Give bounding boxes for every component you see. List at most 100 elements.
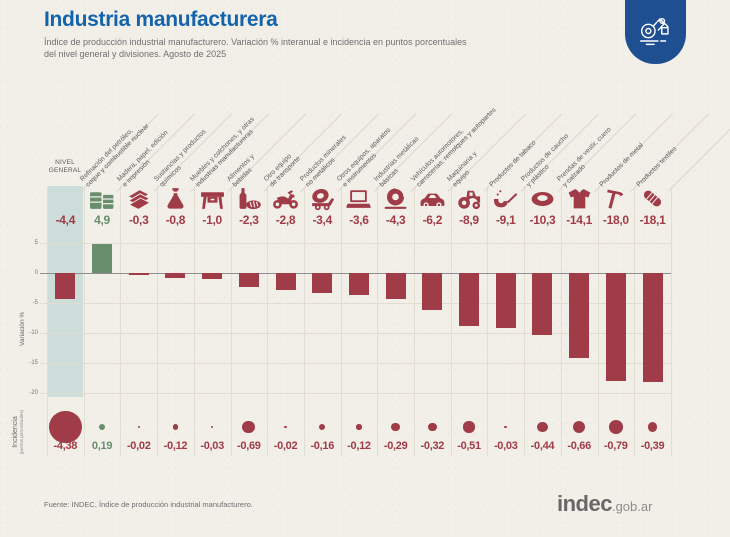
variation-bar <box>92 243 113 273</box>
grid-vline <box>83 186 85 456</box>
incidence-value: -0,29 <box>383 440 408 452</box>
incidence-value: -0,32 <box>420 440 445 452</box>
y-tick-label: -10 <box>29 329 38 336</box>
grid-vline <box>377 186 379 456</box>
category-label: Productos textiles <box>635 145 679 189</box>
general-level-label: NIVEL GENERAL <box>48 159 82 174</box>
incidence-value: -0,39 <box>640 440 665 452</box>
incidencia-units-label: (puntos porcentuales) <box>19 409 24 455</box>
grid-vline <box>414 186 415 456</box>
incidence-circle <box>137 425 140 429</box>
incidence-value: -0,79 <box>604 440 628 452</box>
variation-value: -2,8 <box>275 213 296 227</box>
furniture-icon <box>199 186 226 211</box>
grid-hline <box>40 363 671 364</box>
grid-hline <box>40 303 671 304</box>
y-tick-label: -5 <box>32 299 38 306</box>
source-note: Fuente: INDEC, Índice de producción indu… <box>44 500 253 509</box>
subtitle-line-1: Índice de producción industrial manufact… <box>44 37 467 47</box>
variation-value: -14,1 <box>566 213 593 227</box>
incidence-value: -0,66 <box>567 440 591 452</box>
variation-bar <box>459 273 480 327</box>
variation-value: 4,9 <box>94 213 110 227</box>
variation-value: -18,0 <box>602 213 629 227</box>
variation-bar <box>275 273 296 290</box>
grid-vline <box>267 186 269 456</box>
category-label: Alimentos y bebidas <box>225 153 256 189</box>
variation-bar <box>312 273 333 294</box>
incidence-circle <box>647 422 658 432</box>
grid-vline <box>634 186 636 456</box>
secondary-axis-label: Incidencia (puntos porcentuales) <box>12 406 25 458</box>
incidence-value: -0,03 <box>493 440 518 452</box>
grid-vline <box>597 186 599 456</box>
incidence-circle <box>463 421 475 433</box>
tractor-icon <box>456 186 483 211</box>
variation-bar <box>202 273 223 279</box>
variation-bar <box>165 273 186 278</box>
grid-vline <box>230 186 232 456</box>
grid-vline <box>120 186 122 456</box>
incidence-value: -0,51 <box>457 440 481 452</box>
logo-suffix: .gob.ar <box>611 499 653 514</box>
incidence-value: -0,12 <box>347 440 371 452</box>
variation-value: -8,9 <box>459 213 479 227</box>
y-tick-label: -20 <box>29 389 38 396</box>
incidence-value: -0,02 <box>126 440 151 452</box>
page-title: Industria manufacturera <box>44 8 278 31</box>
incidence-value: -0,12 <box>163 440 188 452</box>
incidence-value: 0,19 <box>91 440 113 452</box>
variation-value: -0,3 <box>128 213 149 227</box>
incidence-circle <box>356 424 362 430</box>
variation-value: -0,8 <box>165 213 186 227</box>
variation-value: -9,1 <box>495 213 516 227</box>
incidence-value: -0,16 <box>310 440 335 452</box>
variation-value: -10,3 <box>529 213 556 227</box>
variation-bar <box>385 273 406 299</box>
incidence-circle <box>98 423 106 431</box>
grid-hline <box>40 393 671 394</box>
incidence-value: -0,02 <box>273 440 298 452</box>
grid-vline <box>47 186 48 456</box>
grid-hline <box>40 243 671 244</box>
incidence-value: -4,38 <box>53 440 78 452</box>
variation-bar <box>495 273 516 328</box>
category-label: Otro equipo de transporte <box>262 152 302 189</box>
variation-bar <box>55 273 76 300</box>
paper-stack-icon <box>125 186 152 211</box>
grid-vline <box>340 186 342 456</box>
variation-bar <box>348 273 369 295</box>
incidence-value: -0,69 <box>237 440 261 452</box>
car-icon <box>419 186 446 211</box>
incidence-circle <box>537 421 548 433</box>
incidence-circle <box>391 422 400 432</box>
oil-barrels-icon <box>89 186 116 211</box>
grid-vline <box>450 186 452 456</box>
pipe-icon <box>492 186 519 211</box>
bottle-bread-icon <box>235 186 262 211</box>
cement-mixer-icon <box>309 186 336 211</box>
incidence-circle <box>210 425 214 429</box>
page-subtitle: Índice de producción industrial manufact… <box>44 37 467 60</box>
variation-bar <box>128 273 149 275</box>
variation-value: -2,3 <box>239 213 259 227</box>
incidence-circle <box>172 424 179 430</box>
sweater-icon <box>566 186 593 211</box>
hammer-icon <box>602 186 629 211</box>
incidence-circle <box>242 420 256 434</box>
motorcycle-icon <box>272 186 299 211</box>
incidence-circle <box>49 410 82 444</box>
grid-hline <box>40 333 671 334</box>
variation-bar <box>422 273 443 311</box>
incidence-circle <box>319 423 326 431</box>
incidencia-label: Incidencia <box>12 416 19 448</box>
metal-coil-icon <box>382 186 409 211</box>
y-tick-label: 5 <box>34 239 38 246</box>
grid-vline <box>487 186 489 456</box>
robot-arm-icon <box>639 17 669 46</box>
grid-vline <box>670 186 672 456</box>
incidence-value: -0,44 <box>530 440 555 452</box>
y-tick-label: -15 <box>29 359 38 366</box>
